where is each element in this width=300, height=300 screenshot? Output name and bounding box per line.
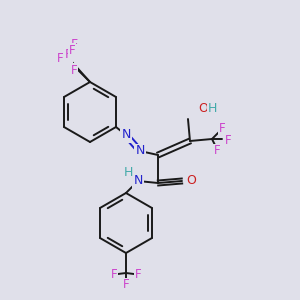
Text: H: H [208, 103, 218, 116]
Text: F: F [70, 38, 78, 52]
Text: N: N [133, 175, 143, 188]
Text: F: F [214, 145, 220, 158]
Text: F: F [56, 56, 63, 68]
Text: F: F [111, 268, 117, 281]
Text: O: O [198, 103, 208, 116]
Text: F: F [225, 134, 231, 146]
Text: F: F [64, 49, 72, 62]
Text: F: F [135, 268, 141, 281]
Text: O: O [186, 175, 196, 188]
Text: H: H [123, 166, 133, 178]
Text: F: F [57, 52, 63, 65]
Text: F: F [123, 278, 129, 292]
Text: F: F [219, 122, 225, 136]
Text: N: N [135, 145, 145, 158]
Text: F: F [71, 64, 77, 76]
Text: N: N [121, 128, 131, 142]
Text: F: F [69, 44, 75, 56]
